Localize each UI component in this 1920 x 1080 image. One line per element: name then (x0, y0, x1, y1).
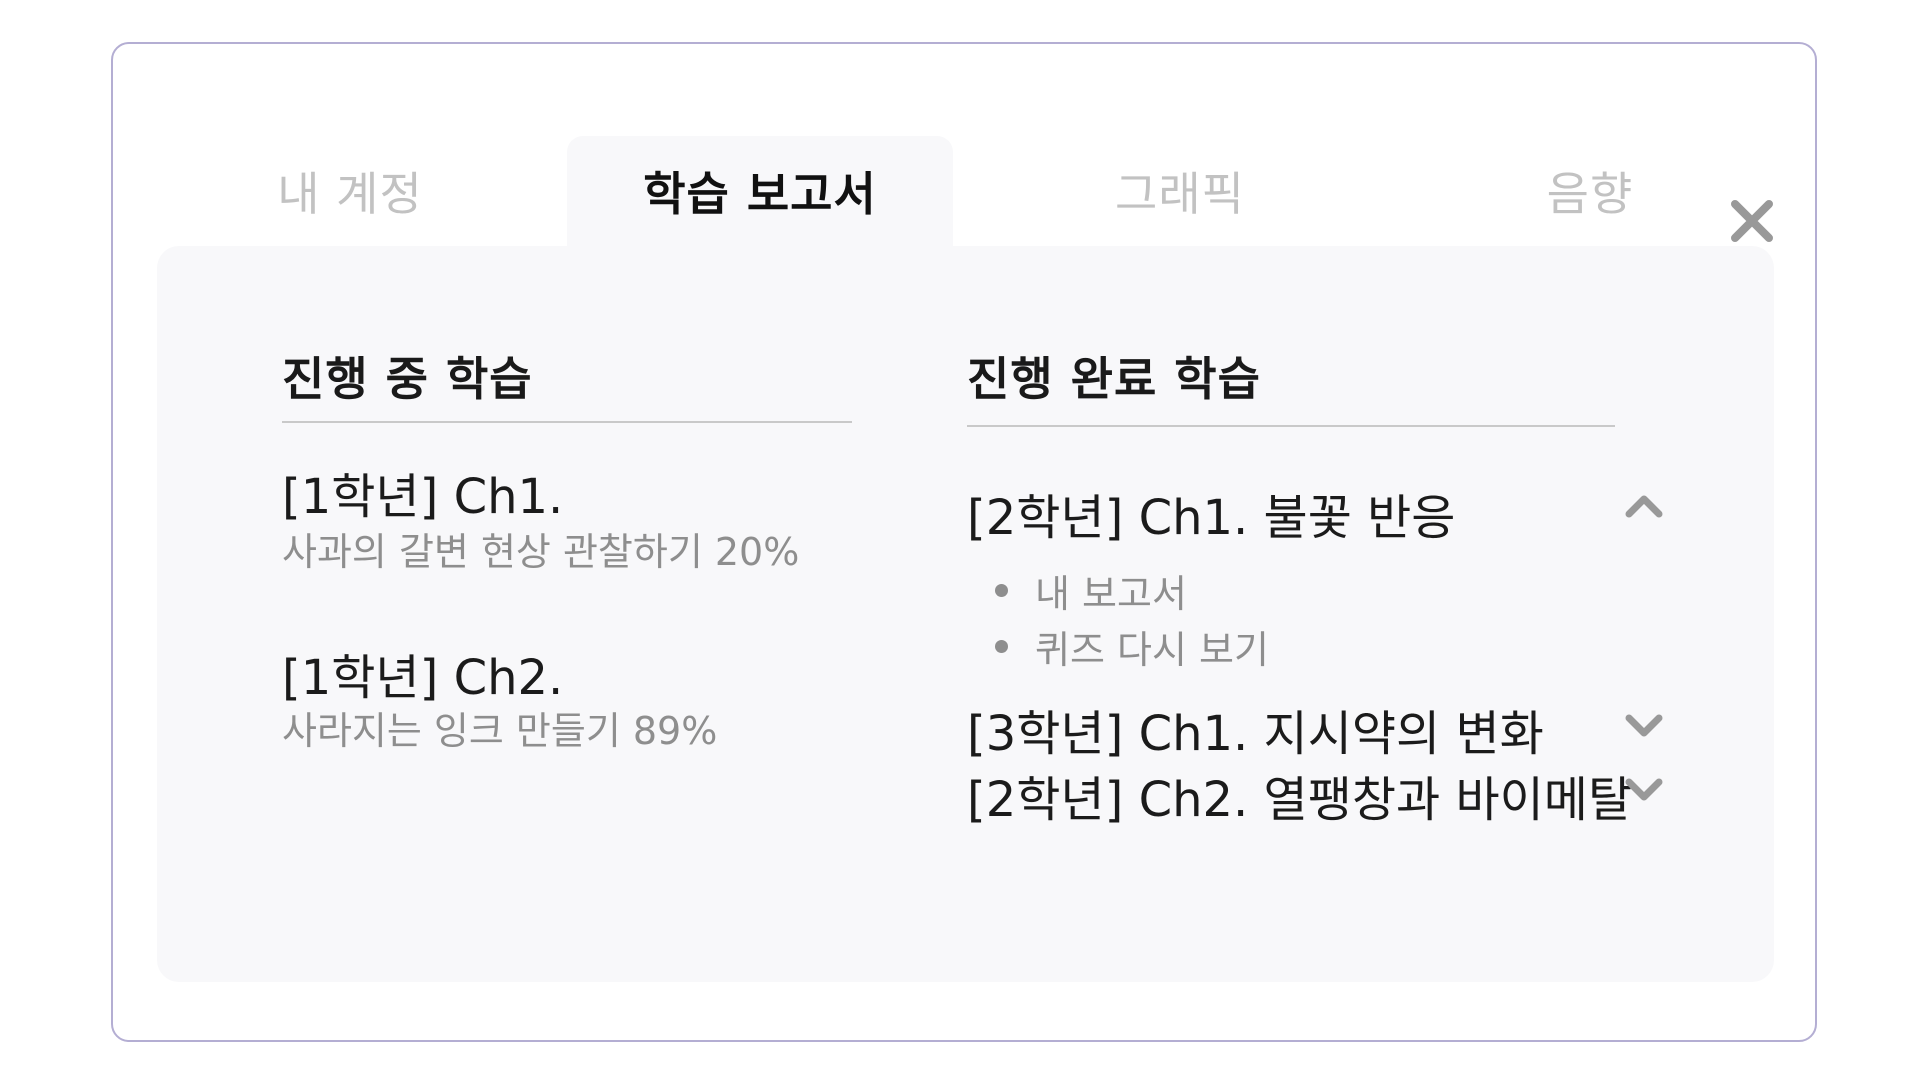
in-progress-item-title[interactable]: [1학년] Ch2. (282, 650, 564, 706)
tab-graphics[interactable]: 그래픽 (1115, 167, 1245, 221)
sub-item-label: 퀴즈 다시 보기 (1035, 628, 1269, 672)
close-icon[interactable] (1727, 196, 1777, 246)
chevron-down-icon[interactable] (1623, 775, 1665, 805)
sub-item-my-report[interactable]: 내 보고서 (995, 563, 1187, 618)
in-progress-item-subtitle: 사과의 갈변 현상 관찰하기 20% (282, 530, 800, 574)
chevron-down-icon[interactable] (1623, 711, 1665, 741)
report-panel (157, 246, 1774, 982)
bullet-icon (995, 640, 1008, 653)
sub-item-label: 내 보고서 (1035, 572, 1187, 616)
completed-item-title[interactable]: [2학년] Ch2. 열팽창과 바이메탈 (967, 772, 1633, 828)
bullet-icon (995, 584, 1008, 597)
sub-item-retake-quiz[interactable]: 퀴즈 다시 보기 (995, 619, 1269, 674)
in-progress-item-subtitle: 사라지는 잉크 만들기 89% (282, 709, 718, 753)
in-progress-item-title[interactable]: [1학년] Ch1. (282, 469, 564, 525)
completed-heading: 진행 완료 학습 (967, 352, 1261, 406)
tab-sound[interactable]: 음향 (1546, 167, 1634, 221)
completed-item-title[interactable]: [2학년] Ch1. 불꽃 반응 (967, 490, 1456, 546)
in-progress-heading: 진행 중 학습 (282, 352, 533, 406)
tab-my-account[interactable]: 내 계정 (277, 167, 423, 221)
chevron-up-icon[interactable] (1623, 490, 1665, 520)
in-progress-divider (282, 421, 852, 423)
completed-divider (967, 425, 1615, 427)
completed-item-title[interactable]: [3학년] Ch1. 지시약의 변화 (967, 706, 1544, 762)
tab-learning-report[interactable]: 학습 보고서 (567, 136, 953, 246)
